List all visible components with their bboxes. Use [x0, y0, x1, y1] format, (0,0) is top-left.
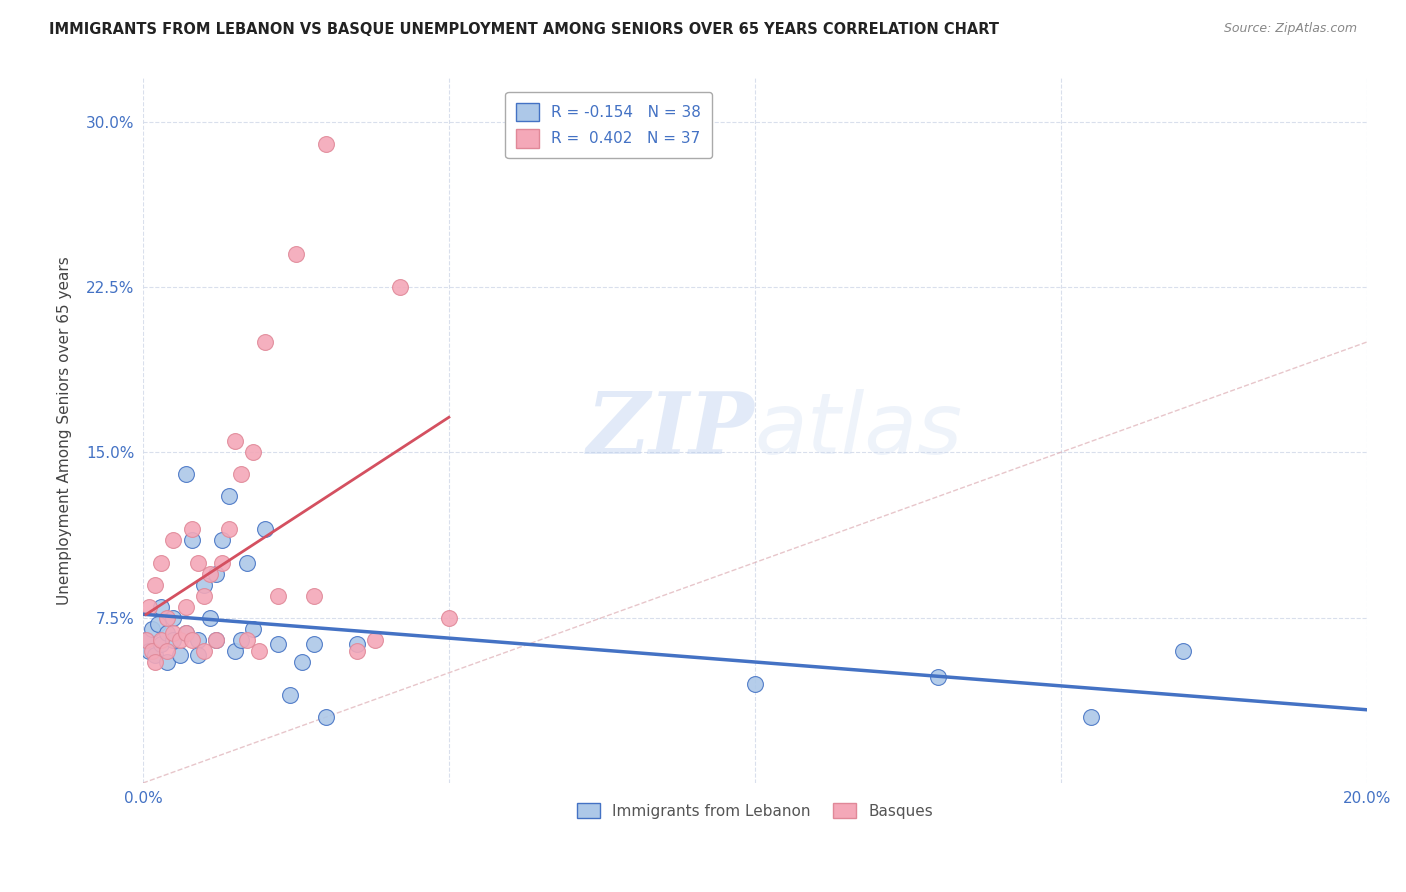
Point: [437, 610, 460, 624]
Point: [187, 648, 209, 662]
Point: [229, 632, 252, 647]
Point: [193, 577, 215, 591]
Point: [174, 626, 197, 640]
Point: [236, 556, 259, 570]
Point: [162, 632, 184, 647]
Point: [218, 523, 240, 537]
Point: [156, 610, 179, 624]
Point: [266, 637, 288, 651]
Point: [138, 599, 160, 614]
Point: [205, 566, 228, 581]
Point: [364, 632, 387, 647]
Point: [254, 523, 277, 537]
Point: [284, 247, 307, 261]
Point: [187, 632, 209, 647]
Point: [315, 710, 337, 724]
Point: [211, 533, 233, 548]
Point: [744, 677, 766, 691]
Point: [150, 637, 173, 651]
Point: [135, 632, 157, 647]
Point: [180, 533, 202, 548]
Point: [205, 632, 228, 647]
Point: [141, 644, 163, 658]
Point: [135, 632, 157, 647]
Point: [254, 334, 277, 349]
Y-axis label: Unemployment Among Seniors over 65 years: Unemployment Among Seniors over 65 years: [58, 256, 72, 605]
Text: IMMIGRANTS FROM LEBANON VS BASQUE UNEMPLOYMENT AMONG SENIORS OVER 65 YEARS CORRE: IMMIGRANTS FROM LEBANON VS BASQUE UNEMPL…: [49, 22, 1000, 37]
Point: [927, 670, 949, 684]
Point: [315, 136, 337, 151]
Point: [211, 556, 233, 570]
Point: [150, 632, 173, 647]
Text: atlas: atlas: [755, 389, 963, 472]
Point: [1173, 644, 1195, 658]
Point: [236, 632, 259, 647]
Point: [242, 622, 264, 636]
Point: [205, 632, 228, 647]
Point: [156, 644, 179, 658]
Point: [156, 626, 179, 640]
Point: [141, 622, 163, 636]
Point: [156, 655, 179, 669]
Point: [200, 610, 222, 624]
Point: [247, 644, 270, 658]
Point: [169, 648, 191, 662]
Point: [143, 655, 166, 669]
Point: [174, 599, 197, 614]
Point: [1080, 710, 1102, 724]
Point: [193, 644, 215, 658]
Point: [180, 632, 202, 647]
Point: [169, 632, 191, 647]
Point: [278, 688, 301, 702]
Point: [143, 577, 166, 591]
Point: [174, 467, 197, 482]
Legend: Immigrants from Lebanon, Basques: Immigrants from Lebanon, Basques: [571, 797, 939, 825]
Point: [162, 626, 184, 640]
Point: [150, 556, 173, 570]
Point: [346, 637, 368, 651]
Point: [242, 445, 264, 459]
Point: [304, 589, 326, 603]
Point: [150, 599, 173, 614]
Point: [388, 280, 411, 294]
Point: [138, 644, 160, 658]
Point: [224, 434, 246, 449]
Point: [162, 533, 184, 548]
Point: [291, 655, 314, 669]
Point: [218, 489, 240, 503]
Point: [304, 637, 326, 651]
Text: ZIP: ZIP: [586, 389, 755, 472]
Point: [193, 589, 215, 603]
Point: [224, 644, 246, 658]
Point: [346, 644, 368, 658]
Point: [162, 610, 184, 624]
Point: [143, 648, 166, 662]
Point: [174, 626, 197, 640]
Point: [200, 566, 222, 581]
Point: [187, 556, 209, 570]
Point: [266, 589, 288, 603]
Point: [180, 523, 202, 537]
Text: Source: ZipAtlas.com: Source: ZipAtlas.com: [1223, 22, 1357, 36]
Point: [148, 617, 170, 632]
Point: [229, 467, 252, 482]
